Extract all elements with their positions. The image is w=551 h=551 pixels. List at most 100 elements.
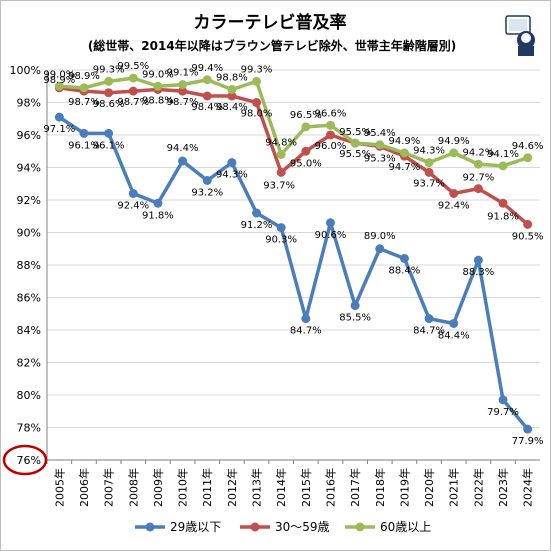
data-label: 95.3%: [364, 153, 396, 164]
legend-label: 60歳以上: [380, 520, 431, 534]
data-point: [498, 198, 508, 208]
data-point: [128, 73, 138, 83]
data-point: [252, 76, 262, 86]
data-point: [276, 223, 286, 233]
data-label: 94.3%: [413, 146, 445, 157]
data-point: [523, 424, 533, 434]
data-point: [227, 85, 237, 94]
data-label: 90.6%: [315, 230, 347, 241]
data-label: 92.4%: [438, 201, 470, 212]
data-point: [399, 148, 409, 158]
data-label: 91.2%: [241, 220, 273, 231]
data-label: 91.8%: [142, 210, 174, 221]
data-point: [252, 98, 262, 107]
data-point: [375, 244, 385, 254]
x-tick-label: 2013年: [250, 468, 264, 507]
x-tick-label: 2017年: [348, 468, 362, 507]
legend-swatch-marker: [250, 522, 260, 532]
x-tick-label: 2012年: [225, 468, 239, 507]
data-point: [424, 314, 434, 324]
data-label: 94.9%: [438, 136, 470, 147]
data-point: [523, 153, 533, 163]
legend: 29歳以下 30～59歳 60歳以上: [135, 520, 431, 534]
data-label: 98.7%: [68, 97, 100, 108]
y-tick-label: 86%: [17, 292, 41, 305]
data-label: 90.5%: [512, 231, 544, 242]
data-label: 98.0%: [241, 109, 273, 120]
data-point: [104, 88, 114, 98]
x-tick-label: 2011年: [200, 468, 214, 507]
data-point: [301, 314, 311, 324]
y-tick-label: 84%: [17, 324, 41, 337]
data-label: 84.4%: [438, 331, 470, 342]
data-label: 99.0%: [142, 69, 174, 80]
data-label: 92.4%: [117, 201, 149, 212]
data-point: [498, 395, 508, 405]
data-point: [375, 140, 385, 150]
axes: 76% 78% 80% 82% 84% 86% 88% 90% 92% 94% 96% 98% 100%…: [10, 64, 540, 507]
x-tick-label: 2009年: [151, 468, 165, 507]
x-tick-label: 2021年: [447, 468, 461, 507]
data-label: 94.8%: [265, 138, 297, 149]
data-point: [449, 148, 459, 158]
data-label: 98.8%: [142, 96, 174, 107]
data-point: [202, 176, 212, 185]
x-tick-label: 2022年: [471, 468, 485, 507]
data-point: [128, 86, 138, 96]
x-tick-label: 2023年: [496, 468, 510, 507]
data-point: [449, 189, 459, 198]
data-label: 94.2%: [462, 147, 494, 158]
x-tick-label: 2008年: [126, 468, 140, 507]
data-label: 98.4%: [216, 102, 248, 113]
legend-label: 29歳以下: [170, 520, 221, 534]
y-tick-label: 76%: [17, 454, 41, 467]
data-point: [202, 91, 212, 101]
data-label: 96.1%: [93, 140, 125, 151]
data-label: 93.2%: [191, 188, 223, 199]
data-label: 88.3%: [462, 267, 494, 278]
data-label: 99.0%: [43, 69, 75, 80]
data-label: 88.4%: [389, 266, 421, 277]
x-tick-label: 2016年: [323, 468, 337, 507]
series: [54, 73, 533, 434]
data-point: [350, 301, 360, 311]
mascot-illustration: [505, 15, 535, 56]
data-label: 94.7%: [389, 162, 421, 173]
data-point: [301, 146, 311, 156]
data-label: 98.8%: [216, 73, 248, 84]
y-tick-label: 78%: [17, 422, 41, 435]
data-label: 95.5%: [339, 149, 371, 160]
data-point: [424, 167, 434, 177]
data-label: 94.9%: [389, 136, 421, 147]
x-tick-label: 2019年: [397, 468, 411, 507]
x-tick-label: 2005年: [52, 468, 66, 507]
data-point: [473, 184, 483, 194]
data-label: 90.3%: [265, 235, 297, 246]
x-tick-label: 2024年: [521, 468, 535, 507]
data-label: 91.8%: [487, 211, 519, 222]
data-label: 98.4%: [191, 102, 223, 113]
y-tick-label: 82%: [17, 357, 41, 370]
x-tick-label: 2014年: [274, 468, 288, 507]
chart-subtitle: (総世帯、2014年以降はブラウン管テレビ除外、世帯主年齢階層別): [88, 38, 456, 53]
data-label: 98.6%: [93, 99, 125, 110]
data-point: [79, 128, 89, 138]
data-label: 99.1%: [167, 68, 199, 79]
data-label: 99.3%: [93, 64, 125, 75]
y-tick-label: 100%: [10, 64, 41, 77]
data-point: [54, 112, 64, 122]
legend-label: 30～59歳: [275, 520, 330, 534]
data-point: [104, 128, 114, 138]
data-label: 85.5%: [339, 313, 371, 324]
y-tick-label: 92%: [17, 194, 41, 207]
data-point: [498, 161, 508, 171]
y-tick-label: 80%: [17, 389, 41, 402]
data-label: 95.5%: [339, 127, 371, 138]
data-point: [350, 138, 360, 148]
data-point: [54, 81, 64, 91]
data-label: 96.0%: [315, 141, 347, 152]
data-point: [153, 81, 163, 91]
x-tick-label: 2018年: [373, 468, 387, 507]
